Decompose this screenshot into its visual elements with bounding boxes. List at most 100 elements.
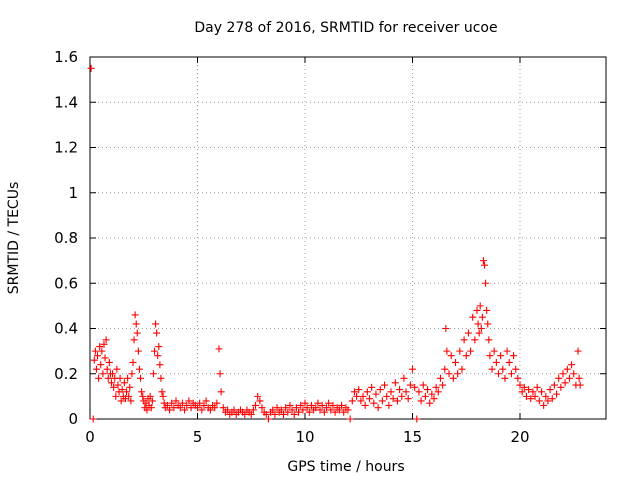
y-tick-label: 0.4	[54, 320, 78, 338]
data-point	[284, 408, 292, 416]
data-point	[288, 406, 296, 414]
data-point	[116, 374, 124, 382]
data-point	[527, 395, 535, 403]
data-point	[520, 383, 528, 391]
data-point	[196, 399, 204, 407]
data-point	[96, 343, 104, 351]
data-point	[94, 352, 102, 360]
data-point	[381, 381, 389, 389]
data-point	[124, 374, 132, 382]
data-point	[224, 406, 232, 414]
data-point	[120, 379, 128, 387]
data-point	[439, 381, 447, 389]
data-point	[133, 329, 141, 337]
data-point	[432, 383, 440, 391]
data-point	[152, 320, 160, 328]
data-point	[486, 352, 494, 360]
data-point	[400, 374, 408, 382]
data-point	[158, 388, 166, 396]
data-point	[87, 64, 95, 72]
data-point	[452, 358, 459, 366]
data-point	[153, 329, 161, 337]
data-point	[359, 392, 367, 400]
data-point	[391, 379, 399, 387]
data-point	[413, 415, 421, 423]
data-point	[170, 404, 178, 412]
data-point	[518, 388, 526, 396]
data-point	[490, 347, 498, 355]
data-point	[417, 397, 425, 405]
data-point	[535, 397, 543, 405]
data-point	[516, 381, 524, 389]
y-tick-label: 1.4	[54, 93, 78, 111]
data-point	[264, 415, 272, 423]
data-point	[112, 392, 120, 400]
data-point	[415, 388, 423, 396]
data-point	[320, 408, 328, 416]
data-point	[376, 386, 384, 394]
data-point	[445, 370, 453, 378]
data-point	[531, 392, 539, 400]
data-point	[130, 336, 138, 344]
data-point	[297, 401, 305, 409]
data-point	[129, 358, 137, 366]
data-point	[503, 347, 511, 355]
data-point	[565, 374, 573, 382]
data-point	[447, 352, 455, 360]
data-point	[460, 336, 468, 344]
data-point	[299, 406, 307, 414]
data-point	[335, 406, 343, 414]
data-point	[312, 404, 320, 412]
data-point	[421, 392, 429, 400]
data-point	[467, 347, 475, 355]
data-point	[159, 392, 167, 400]
data-point	[148, 397, 156, 405]
data-point	[424, 386, 432, 394]
data-point	[374, 404, 382, 412]
data-point	[350, 388, 358, 396]
data-point	[316, 406, 324, 414]
data-point	[143, 406, 151, 414]
data-point	[574, 347, 582, 355]
data-point	[247, 410, 255, 418]
data-point	[211, 404, 219, 412]
data-point	[292, 404, 300, 412]
data-point	[128, 370, 136, 378]
data-point	[404, 395, 412, 403]
data-point	[114, 381, 122, 389]
data-point	[303, 404, 311, 412]
data-point	[389, 395, 397, 403]
data-point	[406, 381, 414, 389]
data-point	[139, 392, 147, 400]
data-point	[355, 386, 363, 394]
data-point	[323, 404, 330, 412]
data-point	[166, 406, 174, 414]
data-point	[327, 406, 335, 414]
data-point	[282, 404, 290, 412]
data-point	[357, 397, 365, 405]
data-point	[213, 399, 221, 407]
data-point	[476, 302, 484, 310]
data-point	[273, 404, 281, 412]
data-point	[262, 410, 270, 418]
data-point	[131, 311, 139, 319]
x-tick-label: 20	[510, 428, 529, 446]
x-tick-label: 15	[403, 428, 422, 446]
data-point	[102, 336, 110, 344]
data-point	[426, 399, 434, 407]
data-point	[372, 390, 380, 398]
data-point	[318, 401, 326, 409]
plot-frame	[89, 56, 607, 420]
data-point	[113, 365, 121, 373]
data-point	[428, 390, 436, 398]
data-point	[187, 404, 195, 412]
series-srmtid	[87, 64, 584, 423]
data-point	[241, 410, 249, 418]
data-point	[492, 358, 500, 366]
data-point	[475, 329, 483, 337]
scatter-points	[87, 64, 584, 423]
data-point	[548, 395, 556, 403]
data-point	[458, 365, 466, 373]
data-point	[370, 399, 378, 407]
data-point	[89, 415, 97, 423]
